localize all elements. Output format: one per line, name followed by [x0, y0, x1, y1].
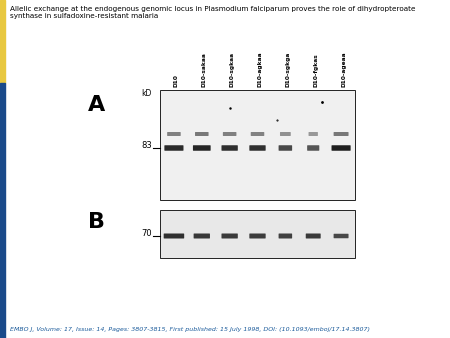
FancyBboxPatch shape [249, 145, 266, 151]
Bar [0, 83, 5, 338]
FancyBboxPatch shape [306, 234, 321, 239]
FancyBboxPatch shape [251, 132, 264, 136]
Text: D10-sgkaa: D10-sgkaa [230, 52, 234, 87]
FancyBboxPatch shape [332, 145, 351, 151]
Text: Allelic exchange at the endogenous genomic locus in Plasmodium falciparum proves: Allelic exchange at the endogenous genom… [10, 6, 415, 12]
FancyBboxPatch shape [249, 234, 266, 239]
FancyBboxPatch shape [164, 145, 184, 151]
FancyBboxPatch shape [279, 234, 292, 239]
FancyBboxPatch shape [307, 145, 320, 151]
Text: D10-agkaa: D10-agkaa [257, 51, 262, 87]
FancyBboxPatch shape [333, 132, 349, 136]
Bar [160, 210, 355, 258]
Text: D10-fgkas: D10-fgkas [313, 53, 318, 87]
FancyBboxPatch shape [195, 132, 208, 136]
FancyBboxPatch shape [193, 145, 211, 151]
Text: 83: 83 [141, 142, 152, 150]
Text: B: B [88, 212, 105, 232]
Text: D10-sgkga: D10-sgkga [285, 52, 290, 87]
FancyBboxPatch shape [309, 132, 318, 136]
Text: EMBO J, Volume: 17, Issue: 14, Pages: 3807-3815, First published: 15 July 1998, : EMBO J, Volume: 17, Issue: 14, Pages: 38… [10, 327, 370, 332]
Text: kD: kD [142, 89, 152, 98]
Text: A: A [88, 95, 105, 115]
FancyBboxPatch shape [221, 234, 238, 239]
FancyBboxPatch shape [164, 234, 184, 239]
FancyBboxPatch shape [333, 234, 349, 238]
Text: 70: 70 [141, 230, 152, 239]
FancyBboxPatch shape [194, 234, 210, 239]
FancyBboxPatch shape [167, 132, 181, 136]
Bar [160, 90, 355, 200]
FancyBboxPatch shape [279, 145, 292, 151]
Text: D10: D10 [174, 74, 179, 87]
Bar [0, 0, 5, 83]
FancyBboxPatch shape [221, 145, 238, 151]
FancyBboxPatch shape [280, 132, 291, 136]
FancyBboxPatch shape [223, 132, 236, 136]
Text: synthase in sulfadoxine-resistant malaria: synthase in sulfadoxine-resistant malari… [10, 13, 158, 19]
Text: D10-ageaa: D10-ageaa [341, 51, 346, 87]
Text: D10-sakaa: D10-sakaa [202, 52, 207, 87]
